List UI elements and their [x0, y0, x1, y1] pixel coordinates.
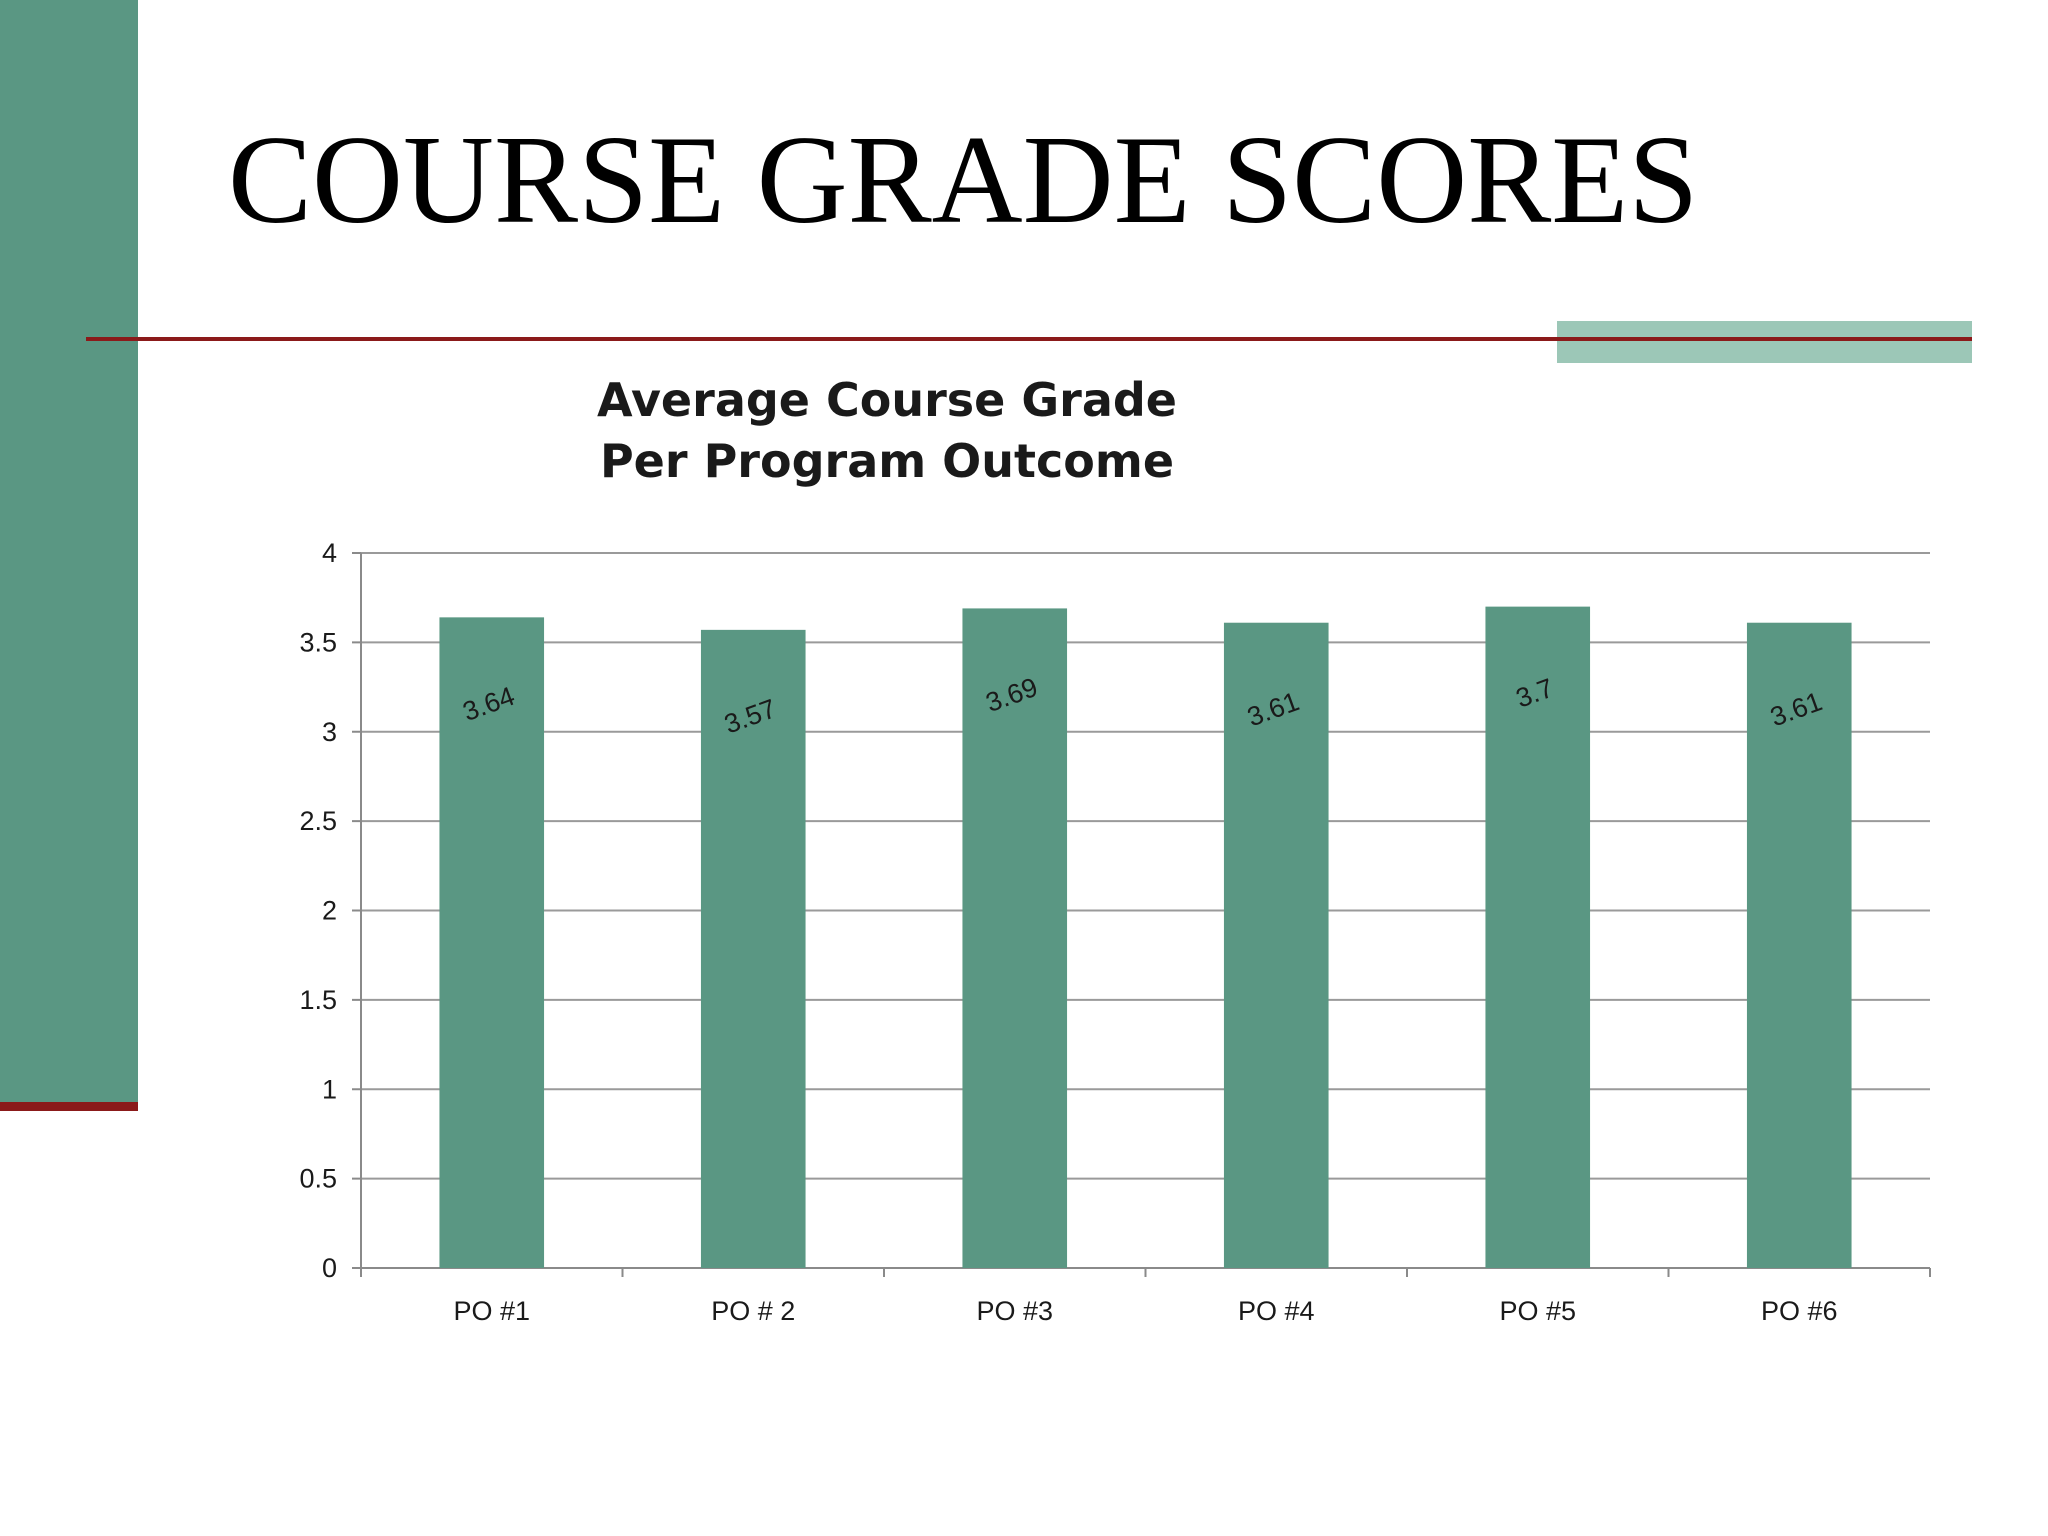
x-category-label: PO #6 — [1761, 1296, 1838, 1326]
y-tick-label: 2 — [322, 896, 337, 926]
slide-title: COURSE GRADE SCORES — [228, 111, 1699, 250]
bar — [439, 617, 545, 1268]
x-category-label: PO #5 — [1499, 1296, 1576, 1326]
y-tick-label: 3 — [322, 717, 337, 747]
y-tick-label: 1 — [322, 1074, 337, 1104]
bar — [1485, 606, 1591, 1268]
x-category-label: PO #1 — [453, 1296, 530, 1326]
bar — [962, 608, 1068, 1268]
chart-title-line-1: Average Course Grade — [596, 373, 1177, 427]
y-tick-label: 1.5 — [299, 985, 337, 1015]
y-tick-label: 2.5 — [299, 806, 337, 836]
chart-title: Average Course Grade Per Program Outcome — [487, 370, 1287, 492]
y-tick-label: 0.5 — [299, 1164, 337, 1194]
bar — [1223, 622, 1329, 1268]
x-category-label: PO #4 — [1238, 1296, 1315, 1326]
y-tick-label: 4 — [322, 538, 337, 568]
sidebar-accent-bar — [0, 0, 138, 1102]
y-tick-label: 3.5 — [299, 627, 337, 657]
title-accent-block — [1557, 321, 1972, 363]
x-category-label: PO # 2 — [711, 1296, 795, 1326]
bar — [700, 629, 806, 1268]
title-rule-line — [86, 337, 1972, 341]
y-tick-label: 0 — [322, 1253, 337, 1283]
chart-title-line-2: Per Program Outcome — [599, 434, 1175, 488]
sidebar-accent-edge — [0, 1102, 138, 1111]
bar — [1746, 622, 1852, 1268]
x-category-label: PO #3 — [976, 1296, 1053, 1326]
